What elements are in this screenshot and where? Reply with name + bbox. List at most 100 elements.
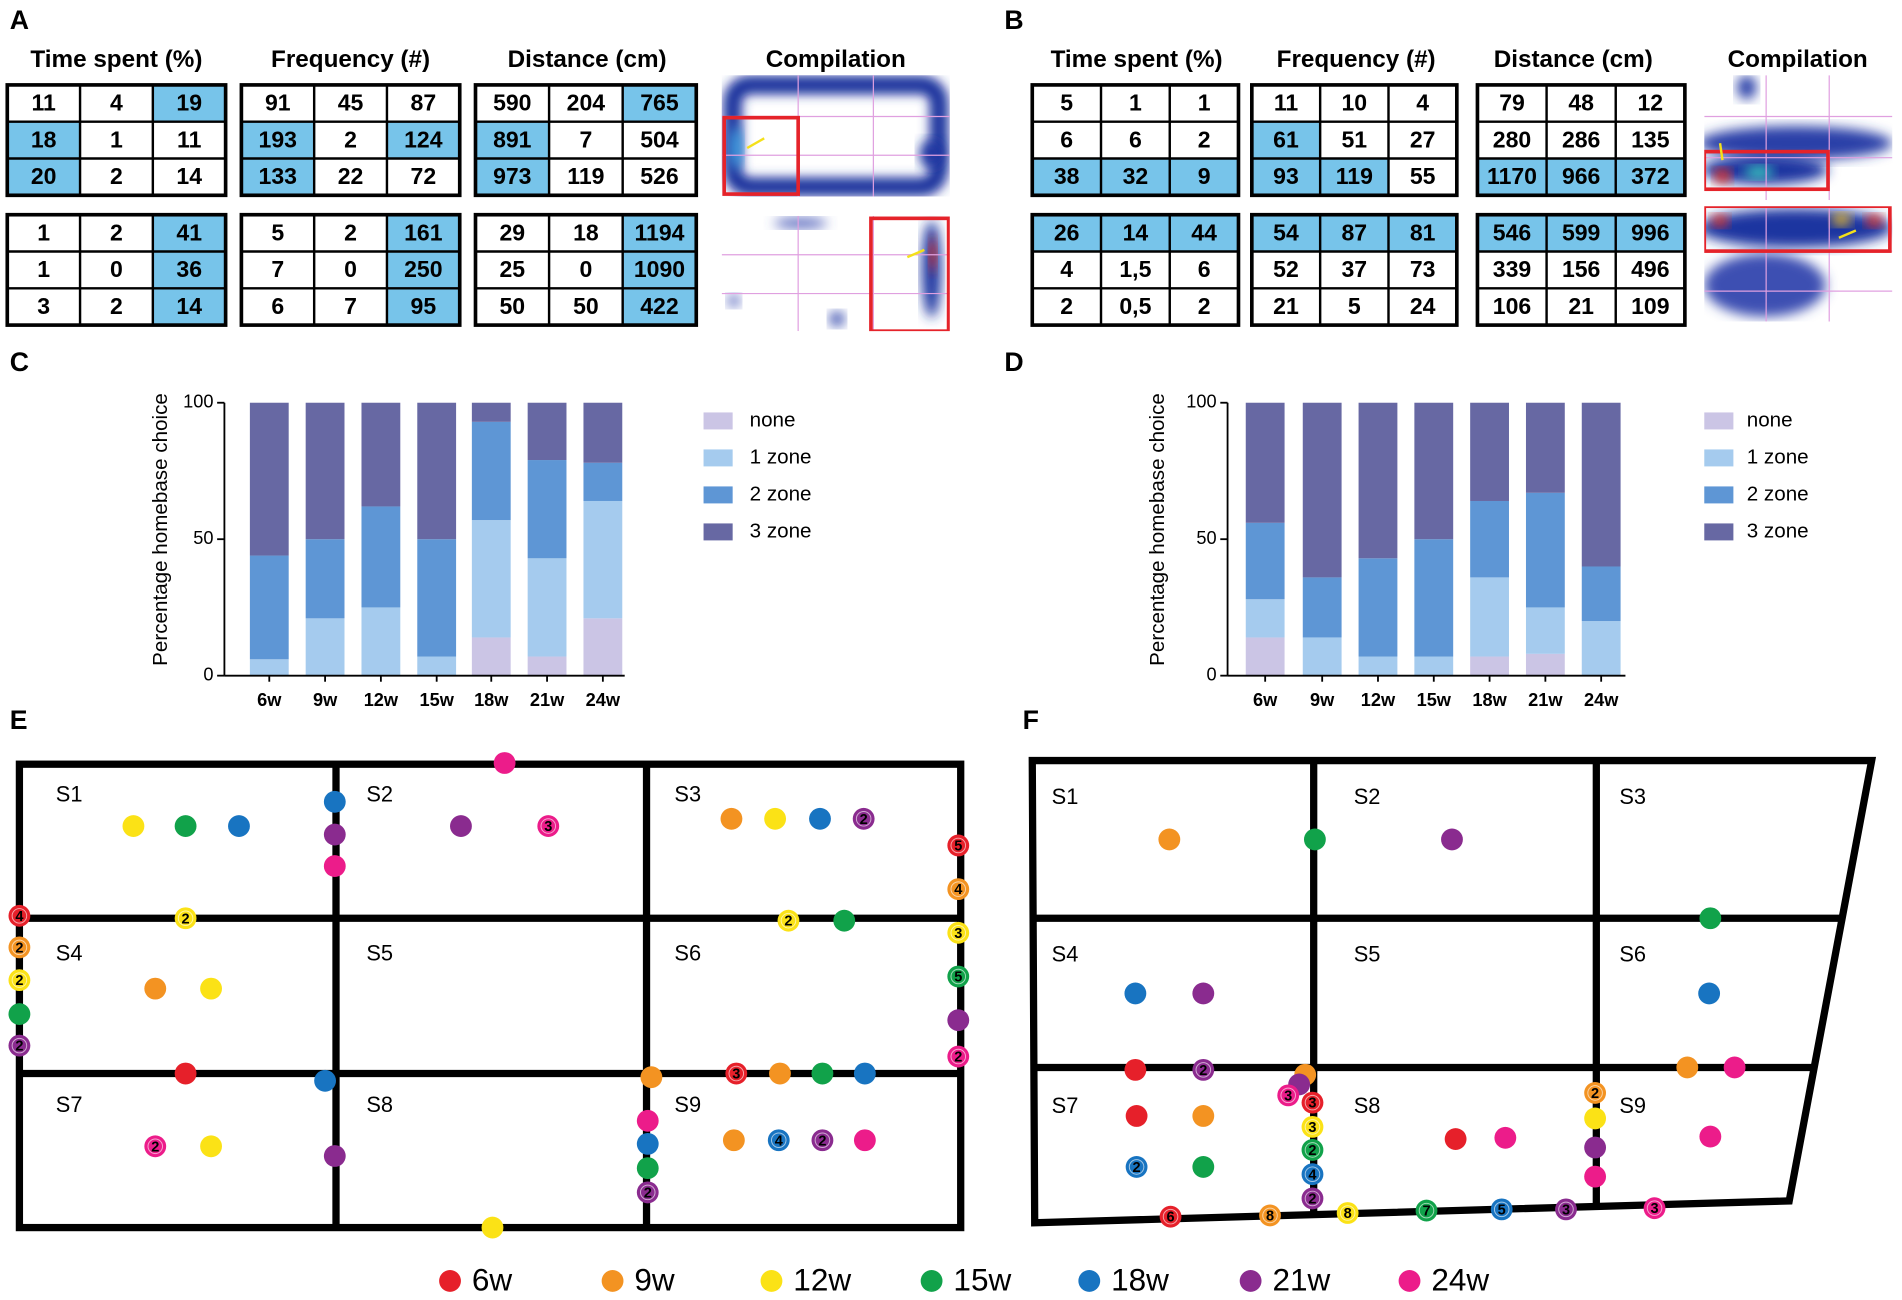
zone-label: S6 <box>674 940 701 965</box>
legend-swatch <box>703 449 733 467</box>
legend-label: 6w <box>472 1261 513 1297</box>
dot-ring <box>728 1065 745 1082</box>
cell-highlight <box>1546 214 1616 252</box>
panel-label: A <box>10 5 29 35</box>
heatmaps <box>721 75 1893 332</box>
dot-ring <box>1304 1142 1321 1158</box>
table-cell: 546 <box>1493 219 1531 245</box>
zone-label: S3 <box>1619 784 1646 809</box>
bar-segment <box>471 637 511 676</box>
cell-highlight <box>152 251 226 289</box>
x-tick-label: 21w <box>1528 690 1563 710</box>
table-cell: 504 <box>640 126 679 152</box>
table-cell: 280 <box>1493 126 1531 152</box>
bar-segment <box>471 520 511 638</box>
table-cell: 0 <box>110 256 123 282</box>
table-cell: 4 <box>1416 90 1429 116</box>
table-cell: 1,5 <box>1119 256 1151 282</box>
table-cell: 12 <box>1637 90 1663 116</box>
cell-highlight <box>386 121 460 159</box>
dot-label: 8 <box>1344 1206 1352 1222</box>
table-cell: 161 <box>404 219 443 245</box>
y-tick-label: 100 <box>1186 392 1216 412</box>
zone-label: S8 <box>366 1092 393 1117</box>
dot-ring <box>1339 1205 1356 1221</box>
legend-swatch <box>1704 486 1734 504</box>
dot-label: 3 <box>954 926 962 942</box>
table-cell: 109 <box>1631 293 1669 319</box>
dot-label: 2 <box>15 1039 23 1055</box>
dot-label: 2 <box>15 940 23 956</box>
bar-segment <box>1581 566 1621 622</box>
dot <box>636 1157 659 1180</box>
table-cell: 6 <box>1198 256 1211 282</box>
dot <box>323 790 346 813</box>
bar-segment <box>583 500 623 619</box>
legend-label: 18w <box>1111 1261 1169 1297</box>
dot-ring <box>1418 1202 1435 1219</box>
bar-segment <box>417 656 457 676</box>
table-cell: 1 <box>110 126 123 152</box>
dot-label: 2 <box>1591 1086 1599 1102</box>
dot-ring <box>1128 1159 1145 1175</box>
legend-label: 1 zone <box>750 445 812 468</box>
table-cell: 1090 <box>634 256 685 282</box>
bar-segment <box>417 539 457 657</box>
x-tick-label: 6w <box>1253 690 1278 710</box>
cell-highlight <box>386 251 460 289</box>
y-tick-label: 50 <box>193 528 213 548</box>
table-cell: 0 <box>579 256 592 282</box>
table-border <box>239 212 462 327</box>
table-cell: 44 <box>1191 219 1217 245</box>
dot-ring <box>950 925 967 941</box>
table-cell: 36 <box>176 256 202 282</box>
heatmap <box>1704 206 1893 322</box>
bar-segment <box>1302 402 1342 578</box>
table-cell: 18 <box>573 219 599 245</box>
cell-highlight <box>1032 158 1102 196</box>
bar-segment <box>1245 599 1285 638</box>
table-cell: 2 <box>110 163 123 189</box>
cell-highlight <box>475 121 550 159</box>
table-cell: 81 <box>1410 219 1436 245</box>
table-cell: 156 <box>1562 256 1600 282</box>
dot <box>481 1216 504 1239</box>
zone-label: S9 <box>1619 1093 1646 1118</box>
dot <box>323 1145 346 1167</box>
table-cell: 4 <box>1060 256 1073 282</box>
table-border <box>1250 83 1459 198</box>
table-cell: 1 <box>1198 90 1211 116</box>
x-tick-label: 6w <box>257 690 282 710</box>
zone-label: S9 <box>674 1092 701 1117</box>
bar-segment <box>1414 539 1454 657</box>
table-cell: 54 <box>1273 219 1299 245</box>
y-axis-label: Percentage homebase choice <box>149 393 172 666</box>
bar-segment <box>361 402 401 507</box>
legend-label: 3 zone <box>1747 519 1809 542</box>
zone-label: S5 <box>366 940 393 965</box>
legend-swatch <box>1704 412 1734 430</box>
dot <box>1699 1125 1722 1148</box>
bar-segment <box>527 402 567 461</box>
dot-label: 2 <box>151 1139 159 1155</box>
cell-highlight <box>1615 214 1685 252</box>
table-cell: 135 <box>1631 126 1670 152</box>
bar-segment <box>1470 656 1509 676</box>
table-cell: 2 <box>110 293 123 319</box>
table-cell: 133 <box>259 163 297 189</box>
dot <box>636 1132 659 1155</box>
bar-segment <box>527 656 567 676</box>
bar-segment <box>1302 577 1342 638</box>
zone-label: S7 <box>56 1092 83 1117</box>
zone-label: S4 <box>56 940 83 965</box>
cell-highlight <box>1477 214 1547 252</box>
bar-segment <box>1470 402 1509 501</box>
table-cell: 27 <box>1410 126 1436 152</box>
dot-label: 2 <box>1133 1160 1141 1176</box>
dot <box>809 807 831 830</box>
table-cell: 193 <box>259 126 297 152</box>
bar-segment <box>249 659 289 676</box>
bar-segment <box>305 618 345 676</box>
table-cell: 966 <box>1562 163 1600 189</box>
dot-label: 2 <box>818 1133 826 1149</box>
